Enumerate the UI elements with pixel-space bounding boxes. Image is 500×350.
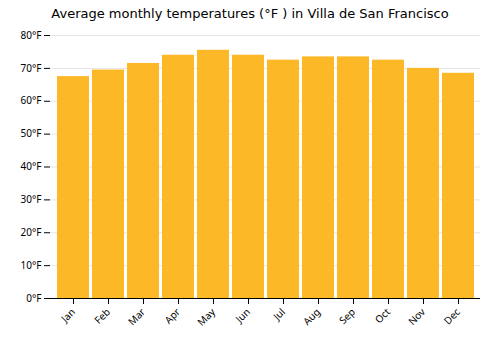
svg-text:40°F: 40°F xyxy=(21,159,42,173)
svg-text:Feb: Feb xyxy=(91,305,113,327)
svg-text:Mar: Mar xyxy=(125,305,148,328)
svg-text:Oct: Oct xyxy=(372,305,394,327)
svg-text:50°F: 50°F xyxy=(21,126,42,140)
svg-text:Jul: Jul xyxy=(269,305,288,324)
svg-text:60°F: 60°F xyxy=(21,93,42,107)
svg-text:10°F: 10°F xyxy=(21,258,42,272)
svg-text:May: May xyxy=(194,304,219,329)
svg-text:Dec: Dec xyxy=(440,305,463,328)
svg-text:Sep: Sep xyxy=(336,305,358,327)
svg-text:30°F: 30°F xyxy=(21,192,42,206)
svg-text:Nov: Nov xyxy=(405,304,429,328)
svg-text:Aug: Aug xyxy=(300,305,323,328)
svg-text:80°F: 80°F xyxy=(21,28,42,42)
html-text:Average monthly temperatures (: Average monthly temperatures (°F ) in Vi… xyxy=(51,6,449,21)
svg-text:70°F: 70°F xyxy=(21,61,42,75)
svg-text:Jun: Jun xyxy=(232,305,253,326)
svg-text:20°F: 20°F xyxy=(21,225,42,239)
svg-text:Jan: Jan xyxy=(57,305,78,326)
svg-text:0°F: 0°F xyxy=(26,291,41,305)
svg-text:Apr: Apr xyxy=(161,305,183,327)
